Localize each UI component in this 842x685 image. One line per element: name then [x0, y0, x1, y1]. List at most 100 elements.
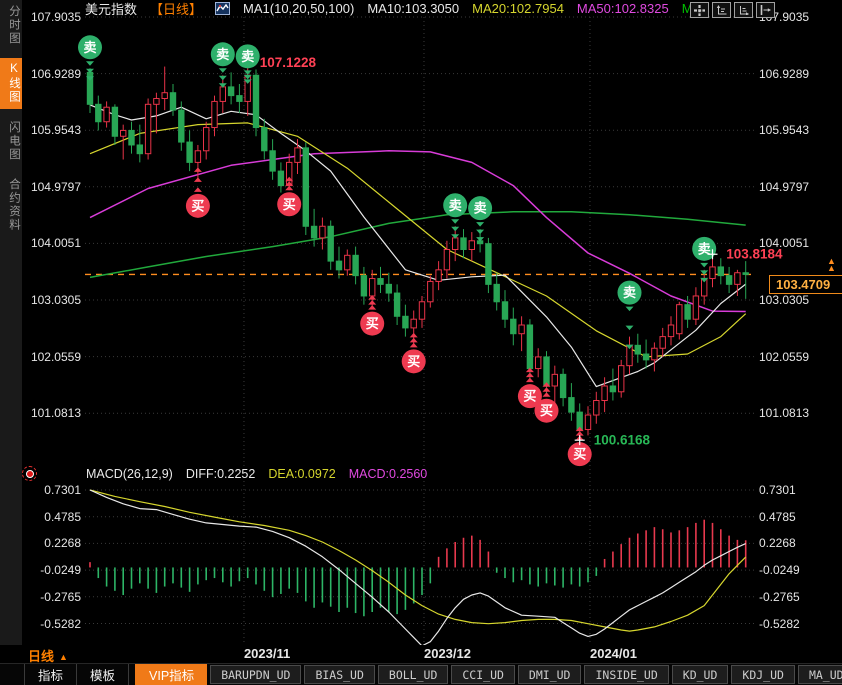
candle: [144, 103, 152, 155]
tab-dmi_ud[interactable]: DMI_UD: [517, 665, 582, 684]
timeframe-selector[interactable]: 日线 ▲: [28, 649, 68, 664]
candle: [742, 272, 749, 275]
extreme-cross-icon: [574, 435, 585, 446]
diff-line: [89, 489, 746, 647]
sell-marker: 卖: [443, 193, 468, 239]
candle: [709, 266, 716, 280]
macd-dea-value: DEA:0.0972: [268, 467, 336, 481]
price-point-label: 103.8184: [726, 247, 783, 262]
candle: [659, 336, 666, 349]
candle: [435, 269, 442, 282]
candle: [593, 399, 600, 416]
svg-text:买: 买: [191, 198, 204, 213]
candle: [418, 301, 426, 320]
sell-marker: 卖: [617, 280, 642, 350]
price-point-label: 100.6168: [594, 433, 651, 448]
candle: [584, 414, 592, 431]
tab-vip[interactable]: VIP指标: [135, 664, 208, 685]
macd-layer: [89, 489, 747, 647]
candle: [601, 385, 608, 401]
sidebar-item-0[interactable]: 分时图: [8, 5, 20, 46]
candle: [252, 74, 260, 129]
svg-text:卖: 卖: [449, 198, 462, 213]
svg-text:买: 买: [540, 403, 553, 418]
candle: [393, 292, 401, 317]
price-tick-left: 105.9543: [30, 123, 81, 138]
candle: [551, 373, 558, 387]
ma-line-ma50: [89, 150, 746, 313]
tab-ma_ud[interactable]: MA_UD: [797, 665, 842, 684]
tab-barupdn_ud[interactable]: BARUPDN_UD: [210, 665, 302, 684]
candle: [535, 356, 542, 370]
buy-marker: 买: [360, 295, 385, 336]
tab-kd_ud[interactable]: KD_UD: [671, 665, 729, 684]
candle: [468, 240, 476, 251]
price-tick-right: 102.0559: [759, 349, 810, 364]
candle: [734, 272, 741, 285]
candle: [95, 103, 102, 123]
sidebar-item-1[interactable]: K线图: [0, 57, 22, 109]
candle: [377, 278, 384, 285]
panel-expand-icon[interactable]: [756, 2, 775, 18]
candle: [559, 373, 567, 399]
candle: [510, 318, 517, 335]
candle: [460, 237, 467, 251]
candle: [319, 225, 326, 239]
indicator-pin-icon[interactable]: [22, 466, 37, 481]
price-tick-left: 107.9035: [30, 10, 81, 24]
y-axis-scale-icon[interactable]: [712, 2, 731, 18]
price-tick-left: 106.9289: [30, 66, 81, 81]
macd-tick-left: -0.2765: [40, 589, 81, 604]
candle: [427, 280, 434, 303]
candle: [609, 385, 617, 393]
macd-params-label: MACD(26,12,9): [86, 467, 173, 481]
macd-tick-right: -0.2765: [759, 589, 800, 604]
candle: [452, 237, 459, 251]
candle: [443, 249, 451, 271]
sidebar-item-3[interactable]: 合约资料: [8, 178, 20, 232]
tab-bias_ud[interactable]: BIAS_UD: [304, 665, 375, 684]
candle: [485, 243, 492, 285]
candle: [518, 324, 525, 335]
crosshair-icon[interactable]: [690, 2, 709, 18]
candle: [526, 324, 534, 370]
candle: [568, 397, 575, 413]
candle: [327, 225, 334, 262]
buy-marker: 买: [185, 167, 210, 218]
candle: [227, 86, 235, 97]
candle: [344, 254, 351, 271]
ma-params-label: MA1(10,20,50,100): [243, 1, 355, 16]
candle: [642, 353, 650, 361]
candle: [169, 92, 177, 111]
symbol-title: 美元指数: [85, 2, 138, 17]
candle: [717, 266, 724, 277]
tab-[interactable]: 指标: [24, 664, 76, 685]
price-tick-right: 101.0813: [759, 406, 810, 421]
chart-header: 美元指数 【日线】 MA1(10,20,50,100) MA10:103.305…: [85, 1, 726, 17]
ma20-value: MA20:102.7954: [472, 1, 564, 16]
tab-inside_ud[interactable]: INSIDE_UD: [584, 665, 669, 684]
svg-text:卖: 卖: [474, 201, 487, 216]
buy-marker: 买: [567, 426, 592, 467]
tab-kdj_ud[interactable]: KDJ_UD: [731, 665, 795, 684]
macd-tick-right: 0.7301: [759, 483, 796, 497]
macd-value: MACD:0.2560: [348, 467, 428, 481]
candle: [335, 260, 343, 271]
tab-boll_ud[interactable]: BOLL_UD: [377, 665, 449, 684]
tab-cci_ud[interactable]: CCI_UD: [451, 665, 515, 684]
period-badge: 【日线】: [150, 2, 203, 17]
tab-[interactable]: 模板: [76, 664, 130, 685]
sidebar-item-2[interactable]: 闪电图: [8, 120, 20, 162]
ma10-value: MA10:103.3050: [367, 1, 460, 16]
x-axis-scale-icon[interactable]: [734, 2, 753, 18]
month-label: 2023/11: [243, 646, 291, 661]
candle: [651, 347, 658, 361]
macd-tick-right: -0.0249: [759, 563, 800, 578]
candle: [676, 304, 683, 335]
buy-marker: 买: [401, 332, 426, 374]
sell-marker: 卖: [78, 35, 102, 81]
extreme-cross-icon: [707, 249, 718, 260]
chart-toolbar: [690, 2, 775, 18]
